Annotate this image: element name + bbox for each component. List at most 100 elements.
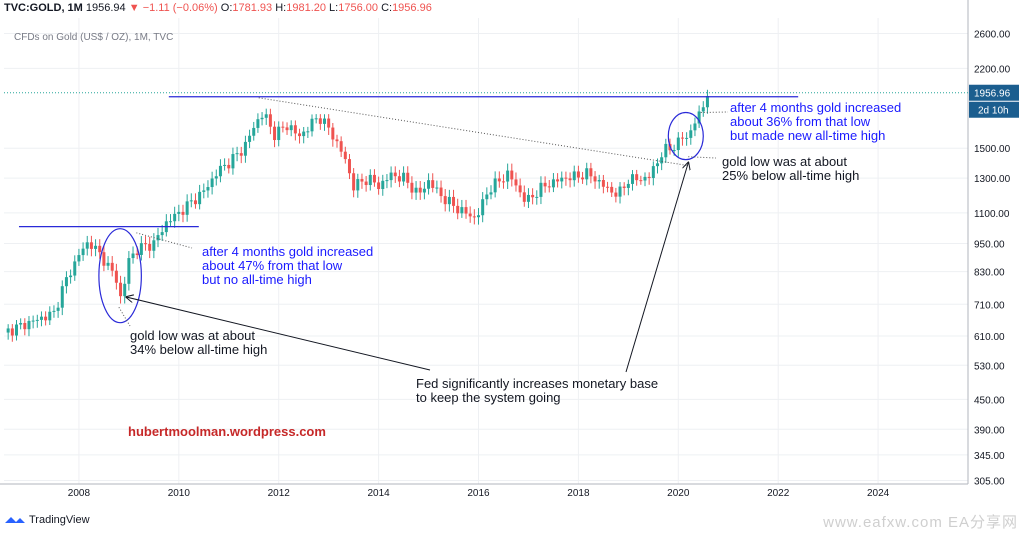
candle-body: [94, 245, 98, 249]
candle-body: [177, 211, 181, 214]
high-value: 1981.20: [286, 2, 326, 14]
candle-body: [119, 282, 123, 297]
fed-arrow-2008: [126, 297, 431, 371]
candle-body: [335, 139, 339, 142]
annotation-2020-low: 25% below all-time high: [722, 168, 859, 183]
candle-body: [543, 182, 547, 187]
candle-body: [356, 179, 360, 191]
candle-body: [593, 176, 597, 182]
candle-body: [198, 191, 202, 205]
candle-body: [606, 186, 610, 188]
candle-body: [314, 118, 318, 120]
candle-body: [622, 186, 626, 188]
candle-body: [643, 176, 647, 181]
candle-body: [102, 252, 106, 266]
candle-body: [352, 173, 356, 191]
x-tick-label: 2008: [68, 488, 91, 499]
candle-body: [298, 133, 302, 137]
candle-body: [64, 277, 68, 287]
close-label: C:: [381, 2, 393, 14]
candle-body: [210, 178, 214, 188]
candle-body: [318, 118, 322, 124]
candle-body: [6, 328, 10, 333]
annotation-2020-recovery: after 4 months gold increased: [730, 100, 901, 115]
candle-body: [639, 180, 643, 182]
candle-body: [443, 196, 447, 205]
candle-body: [581, 177, 585, 180]
candle-body: [48, 311, 52, 321]
tradingview-brand[interactable]: TradingView: [4, 512, 90, 528]
candle-body: [148, 243, 152, 251]
candle-body: [680, 137, 684, 139]
candle-body: [52, 310, 56, 312]
x-tick-label: 2024: [867, 488, 890, 499]
fed-arrow-2020: [625, 163, 688, 373]
candle-body: [601, 179, 605, 187]
down-arrow-icon: ▼: [128, 2, 140, 14]
candle-body: [260, 117, 264, 120]
candle-body: [73, 261, 77, 276]
candle-body: [35, 319, 39, 321]
candle-body: [381, 180, 385, 190]
x-tick-label: 2018: [567, 488, 590, 499]
candle-body: [447, 196, 451, 205]
candle-body: [510, 170, 514, 180]
candle-body: [23, 322, 27, 330]
y-tick-label: 345.00: [974, 451, 1005, 462]
candle-body: [664, 143, 668, 158]
candle-body: [69, 275, 73, 278]
watermark: www.eafxw.com EA分享网: [823, 514, 1018, 531]
x-tick-label: 2014: [367, 488, 390, 499]
annotation-2008-recovery: but no all-time high: [202, 272, 312, 287]
candle-body: [85, 242, 89, 249]
candle-body: [501, 181, 505, 183]
candle-body: [293, 125, 297, 134]
x-tick-label: 2020: [667, 488, 690, 499]
candle-body: [481, 199, 485, 216]
candle-body: [551, 179, 555, 188]
close-value: 1956.96: [392, 2, 432, 14]
candle-body: [539, 182, 543, 197]
candle-body: [127, 258, 131, 284]
candle-body: [364, 181, 368, 186]
candle-body: [10, 328, 14, 336]
candle-body: [135, 253, 139, 255]
candle-body: [189, 200, 193, 202]
candle-body: [264, 114, 268, 118]
candle-body: [285, 127, 289, 131]
y-tick-label: 1300.00: [974, 174, 1011, 185]
pointer-a2: [118, 306, 131, 327]
symbol-name[interactable]: TVC:GOLD, 1M: [4, 2, 83, 14]
candle-body: [393, 172, 397, 177]
candle-body: [89, 242, 93, 249]
y-tick-label: 1500.00: [974, 144, 1011, 155]
candle-body: [160, 232, 164, 236]
annotation-2008-recovery: after 4 months gold increased: [202, 244, 373, 259]
candle-body: [310, 118, 314, 132]
candle-body: [564, 177, 568, 179]
candle-body: [389, 172, 393, 181]
y-tick-label: 530.00: [974, 361, 1005, 372]
candle-body: [268, 114, 272, 127]
downtrend-line: [258, 97, 689, 167]
candle-body: [368, 174, 372, 186]
candle-body: [202, 190, 206, 192]
candle-body: [572, 171, 576, 181]
candle-body: [227, 164, 231, 169]
candle-body: [626, 183, 630, 188]
y-tick-label: 2600.00: [974, 29, 1011, 40]
brand-label: TradingView: [29, 514, 90, 526]
candle-body: [331, 127, 335, 140]
candle-body: [647, 176, 651, 179]
y-tick-label: 610.00: [974, 332, 1005, 343]
candle-body: [522, 192, 526, 202]
candle-body: [77, 255, 81, 262]
candle-body: [123, 283, 127, 297]
candle-body: [106, 262, 110, 266]
candle-body: [660, 157, 664, 164]
symbol-header: TVC:GOLD, 1M 1956.94 ▼ −1.11 (−0.06%) O:…: [4, 2, 432, 18]
candle-body: [402, 172, 406, 182]
candle-body: [493, 178, 497, 193]
open-label: O:: [220, 2, 233, 14]
